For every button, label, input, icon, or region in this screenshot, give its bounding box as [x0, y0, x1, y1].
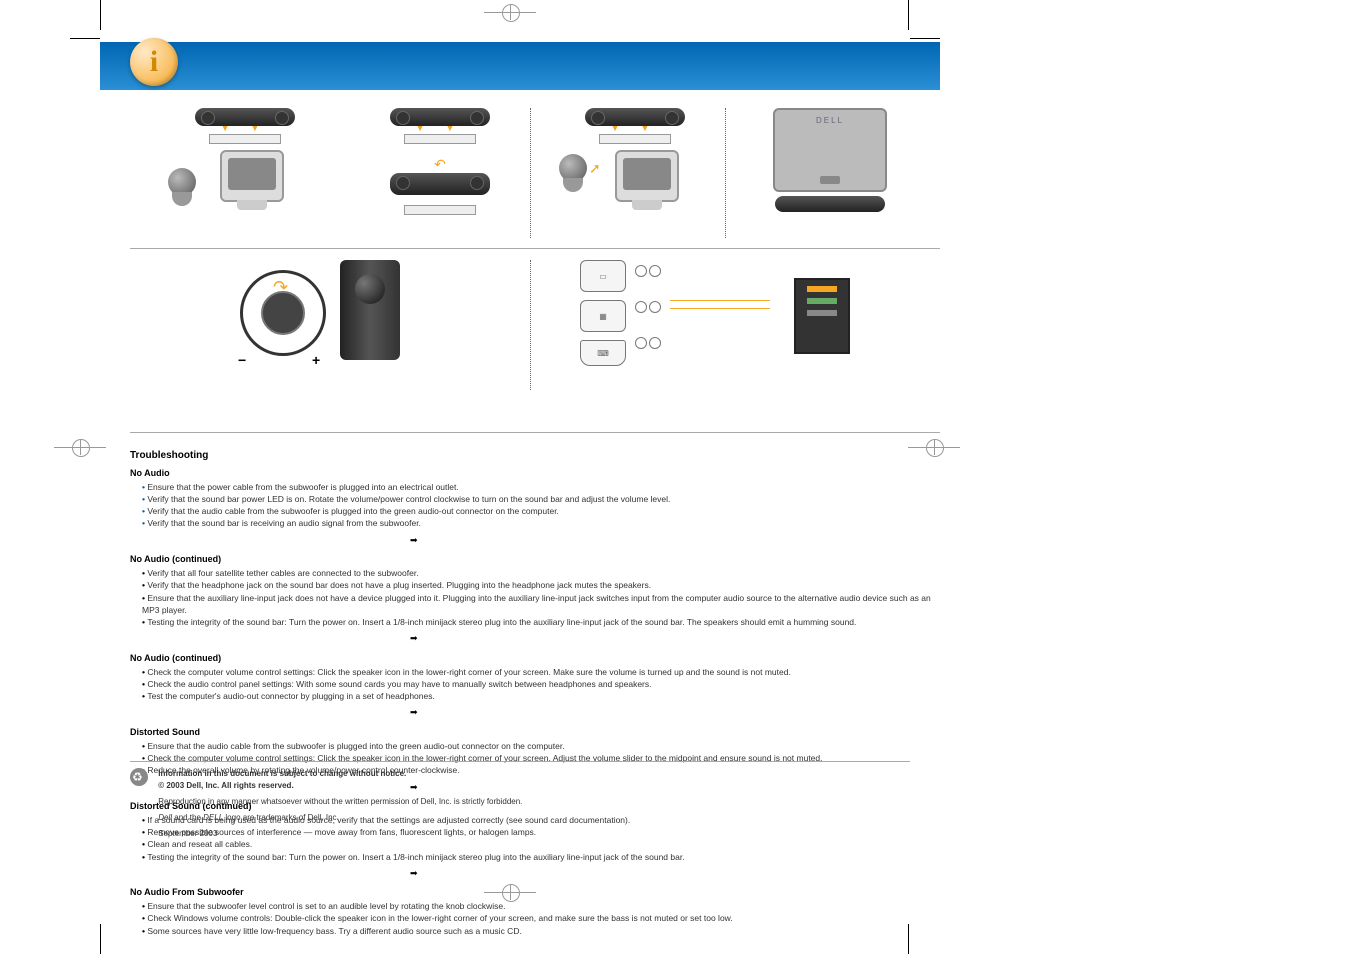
- troubleshoot-bullet: Verify that all four satellite tether ca…: [142, 567, 940, 579]
- continued-indicator: ➡: [410, 706, 940, 719]
- subwoofer-knob-icon: ↷: [240, 270, 326, 356]
- info-glyph: i: [150, 45, 158, 79]
- cable-line-1-icon: [670, 300, 770, 301]
- continued-indicator: ➡: [410, 632, 940, 645]
- soundbar-attached-icon: [775, 196, 885, 212]
- flat-panel-back-icon: DELL: [773, 108, 887, 192]
- troubleshoot-bullet: Verify that the sound bar is receiving a…: [142, 517, 940, 529]
- cable-line-2-icon: [670, 308, 770, 309]
- registration-mark-left: [66, 433, 94, 461]
- footer-suffix: logo are trademarks of Dell, Inc.: [223, 813, 339, 822]
- troubleshoot-bullet-list: Ensure that the subwoofer level control …: [130, 900, 940, 937]
- header-band: [100, 42, 940, 90]
- troubleshoot-group-title: No Audio (continued): [130, 553, 940, 566]
- troubleshoot-group-title: No Audio From Subwoofer: [130, 886, 940, 899]
- diagram-cell-4: DELL: [745, 108, 915, 238]
- troubleshoot-bullet: Check Windows volume controls: Double-cl…: [142, 912, 940, 924]
- troubleshoot-bullet: Check the audio control panel settings: …: [142, 678, 940, 690]
- troubleshoot-bullet: Ensure that the audio cable from the sub…: [142, 740, 940, 752]
- footer-line5: September 2003: [158, 828, 898, 840]
- footer-line2: © 2003 Dell, Inc. All rights reserved.: [158, 781, 293, 790]
- mount-bracket-icon: [599, 134, 671, 144]
- troubleshooting-heading: Troubleshooting: [130, 449, 940, 464]
- headphone-jack-icons: [634, 264, 662, 354]
- mount-bracket-bottom-icon: [404, 205, 476, 215]
- dell-logo-text: DELL: [816, 116, 844, 125]
- troubleshoot-group-title: No Audio: [130, 467, 940, 480]
- horizontal-separator-2: [130, 432, 940, 433]
- soundbar-icon: [195, 108, 295, 126]
- diagram-cell-2: ▼▼ ↶: [360, 108, 520, 238]
- troubleshoot-bullet: Check the computer volume control settin…: [142, 666, 940, 678]
- footer-mid: and the: [172, 813, 203, 822]
- troubleshoot-bullet: Ensure that the power cable from the sub…: [142, 481, 940, 493]
- computer-io-panel-icon: [794, 278, 850, 354]
- satellite-stand-icon: [563, 178, 583, 192]
- satellite-stand-icon: [172, 192, 192, 206]
- arrow-down-icon: ▼▼: [170, 126, 330, 132]
- troubleshoot-bullet: Ensure that the auxiliary line-input jac…: [142, 592, 940, 617]
- vertical-separator-1: [530, 108, 531, 238]
- horizontal-separator-1: [130, 248, 940, 249]
- footer-dell-italic: Dell: [158, 813, 172, 822]
- troubleshoot-bullet-list: Verify that all four satellite tether ca…: [130, 567, 940, 629]
- troubleshoot-bullet: Testing the integrity of the sound bar: …: [142, 616, 940, 628]
- arrow-down-icon: ▼▼: [565, 126, 715, 132]
- crop-mark-left-top-h: [70, 38, 100, 39]
- diagram-row-controls: ↷ − + ▭ ▦ ⌨: [130, 260, 940, 390]
- troubleshoot-bullet: Ensure that the subwoofer level control …: [142, 900, 940, 912]
- soundbar-assembled-icon: [390, 173, 490, 195]
- info-icon: i: [130, 38, 178, 86]
- mount-bracket-icon: [209, 134, 281, 144]
- footer-dell-logo-italic: DELL: [203, 813, 223, 822]
- pda-icon: ▭: [580, 260, 626, 292]
- troubleshoot-bullet: Verify that the audio cable from the sub…: [142, 505, 940, 517]
- arrow-down-icon: ▼▼: [370, 126, 520, 132]
- vertical-separator-2: [725, 108, 726, 238]
- troubleshoot-group-title: Distorted Sound: [130, 726, 940, 739]
- laptop-icon: ⌨: [580, 340, 626, 366]
- diagram-cell-subwoofer: ↷ − +: [220, 260, 500, 390]
- mount-bracket-icon: [404, 134, 476, 144]
- soundbar-icon: [585, 108, 685, 126]
- subwoofer-icon: [340, 260, 400, 360]
- diagram-row-mounting: ▼▼ ▼▼ ↶ ▼▼ ➚: [130, 108, 940, 238]
- crt-monitor-icon: [615, 150, 679, 202]
- footer: Information in this document is subject …: [130, 761, 910, 840]
- audio-devices-column: ▭ ▦ ⌨: [580, 260, 626, 366]
- troubleshoot-group-title: No Audio (continued): [130, 652, 940, 665]
- knob-rotation-arrow-icon: ↷: [273, 277, 288, 298]
- troubleshooting-section: Troubleshooting No AudioEnsure that the …: [130, 445, 940, 941]
- troubleshoot-bullet-list: Check the computer volume control settin…: [130, 666, 940, 703]
- troubleshooting-groups: No AudioEnsure that the power cable from…: [130, 467, 940, 937]
- recycle-icon: [130, 768, 148, 786]
- curved-arrow-icon: ➚: [589, 160, 601, 177]
- footer-line3: Reproduction in any manner whatsoever wi…: [158, 796, 898, 808]
- vertical-separator-3: [530, 260, 531, 390]
- troubleshoot-bullet-list: Ensure that the power cable from the sub…: [130, 481, 940, 530]
- page-container: i ▼▼ ▼▼ ↶: [100, 0, 940, 890]
- diagram-cell-3: ▼▼ ➚: [555, 108, 715, 238]
- continued-indicator: ➡: [410, 534, 940, 547]
- curved-arrow-icon: ↶: [360, 156, 520, 173]
- knob-minus-label: −: [238, 352, 246, 368]
- continued-indicator: ➡: [410, 867, 940, 880]
- diagram-cell-devices: ▭ ▦ ⌨: [580, 260, 860, 390]
- troubleshoot-bullet: Verify that the headphone jack on the so…: [142, 579, 940, 591]
- crop-mark-bottom-left-v: [100, 924, 101, 954]
- troubleshoot-bullet: Verify that the sound bar power LED is o…: [142, 493, 940, 505]
- troubleshoot-bullet: Some sources have very little low-freque…: [142, 925, 940, 937]
- footer-line1: Information in this document is subject …: [158, 769, 406, 778]
- troubleshoot-bullet: Test the computer's audio-out connector …: [142, 690, 940, 702]
- footer-text-block: Information in this document is subject …: [158, 768, 898, 840]
- mp3-player-icon: ▦: [580, 300, 626, 332]
- troubleshoot-bullet: Clean and reseat all cables.: [142, 838, 940, 850]
- soundbar-icon: [390, 108, 490, 126]
- crt-monitor-icon: [220, 150, 284, 202]
- diagram-cell-1: ▼▼: [160, 108, 330, 238]
- knob-plus-label: +: [312, 352, 320, 368]
- troubleshoot-bullet: Testing the integrity of the sound bar: …: [142, 851, 940, 863]
